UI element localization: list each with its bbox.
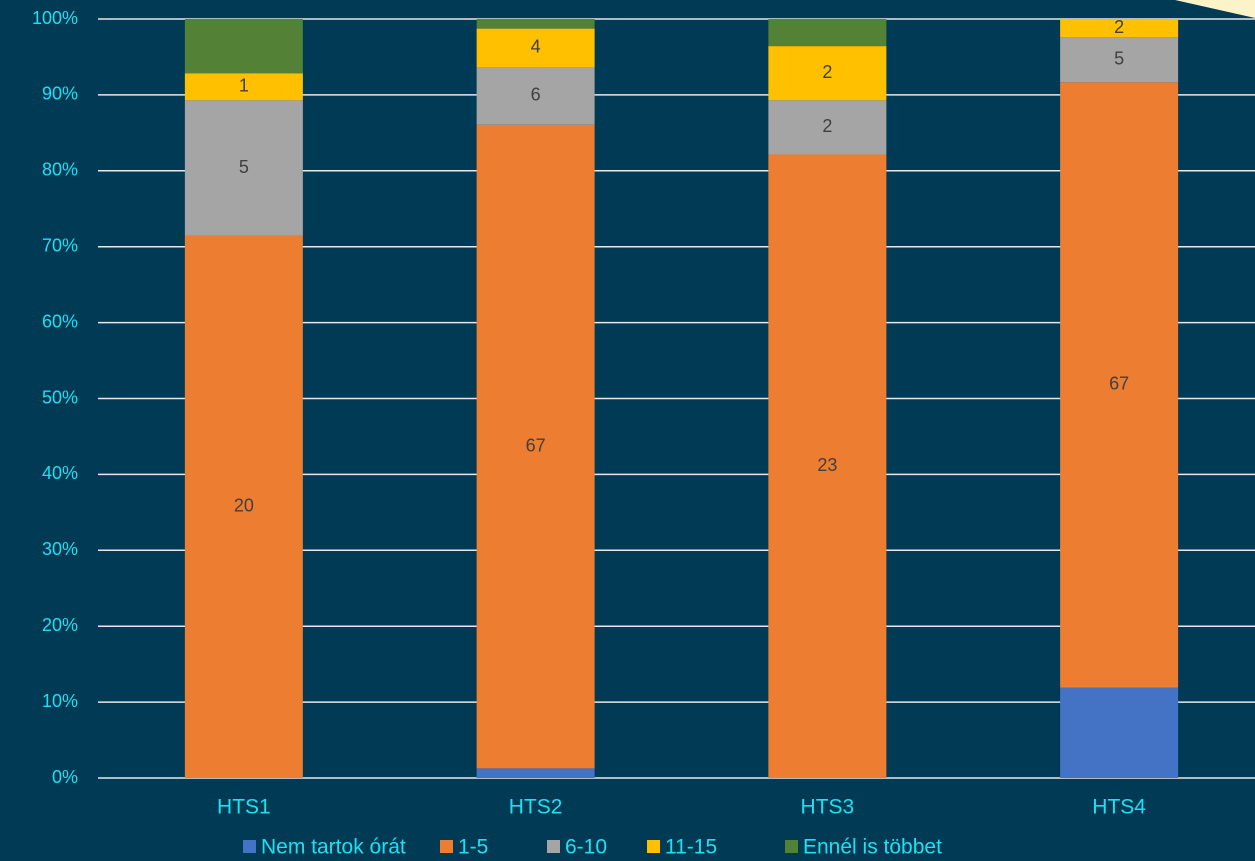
x-tick-label: HTS2 bbox=[509, 796, 563, 819]
y-tick-label: 80% bbox=[42, 160, 78, 180]
bar-segment bbox=[184, 73, 303, 101]
legend-swatch bbox=[785, 840, 798, 853]
corner-decoration bbox=[1175, 0, 1255, 18]
bar-segment bbox=[768, 46, 887, 101]
legend-swatch bbox=[647, 840, 660, 853]
data-label: 2 bbox=[822, 116, 832, 136]
legend-label: 6-10 bbox=[565, 836, 607, 859]
data-label: 2 bbox=[822, 62, 832, 82]
bar-segment bbox=[476, 28, 595, 68]
legend-label: Ennél is többet bbox=[803, 836, 942, 859]
y-tick-label: 20% bbox=[42, 615, 78, 635]
bar-segment bbox=[768, 154, 887, 779]
bar-segment bbox=[476, 124, 595, 769]
y-tick-label: 10% bbox=[42, 691, 78, 711]
y-tick-label: 70% bbox=[42, 235, 78, 255]
data-label: 6 bbox=[531, 85, 541, 105]
y-tick-label: 50% bbox=[42, 387, 78, 407]
bar-segment bbox=[476, 19, 595, 29]
legend-swatch bbox=[440, 840, 453, 853]
bar-segment bbox=[768, 100, 887, 155]
bar-segment bbox=[184, 235, 303, 778]
data-label: 1 bbox=[239, 76, 249, 96]
x-tick-label: HTS3 bbox=[801, 796, 855, 819]
x-tick-label: HTS1 bbox=[217, 796, 271, 819]
bar-segment bbox=[768, 19, 887, 47]
legend-label: 1-5 bbox=[458, 836, 488, 859]
y-tick-label: 100% bbox=[32, 8, 78, 28]
y-tick-label: 30% bbox=[42, 539, 78, 559]
legend-swatch bbox=[243, 840, 256, 853]
bar-segment bbox=[476, 67, 595, 125]
y-tick-label: 40% bbox=[42, 463, 78, 483]
y-tick-label: 0% bbox=[52, 767, 78, 787]
data-label: 67 bbox=[1109, 374, 1129, 394]
data-label: 2 bbox=[1114, 17, 1124, 37]
data-label: 5 bbox=[1114, 48, 1124, 68]
bar-segment bbox=[1060, 19, 1179, 38]
data-label: 4 bbox=[531, 37, 541, 57]
bar-segment bbox=[1060, 37, 1179, 83]
x-tick-label: HTS4 bbox=[1092, 796, 1146, 819]
data-label: 67 bbox=[526, 435, 546, 455]
bar-segment bbox=[476, 768, 595, 778]
bar-segment bbox=[184, 100, 303, 236]
data-label: 23 bbox=[817, 455, 837, 475]
data-label: 20 bbox=[234, 496, 254, 516]
data-label: 5 bbox=[239, 157, 249, 177]
legend-label: Nem tartok órát bbox=[261, 836, 406, 859]
legend-label: 11-15 bbox=[665, 836, 717, 859]
bar-segment bbox=[1060, 687, 1179, 778]
bar-segment bbox=[1060, 82, 1179, 688]
y-tick-label: 60% bbox=[42, 311, 78, 331]
y-tick-label: 90% bbox=[42, 84, 78, 104]
bar-segment bbox=[184, 19, 303, 74]
legend-swatch bbox=[547, 840, 560, 853]
